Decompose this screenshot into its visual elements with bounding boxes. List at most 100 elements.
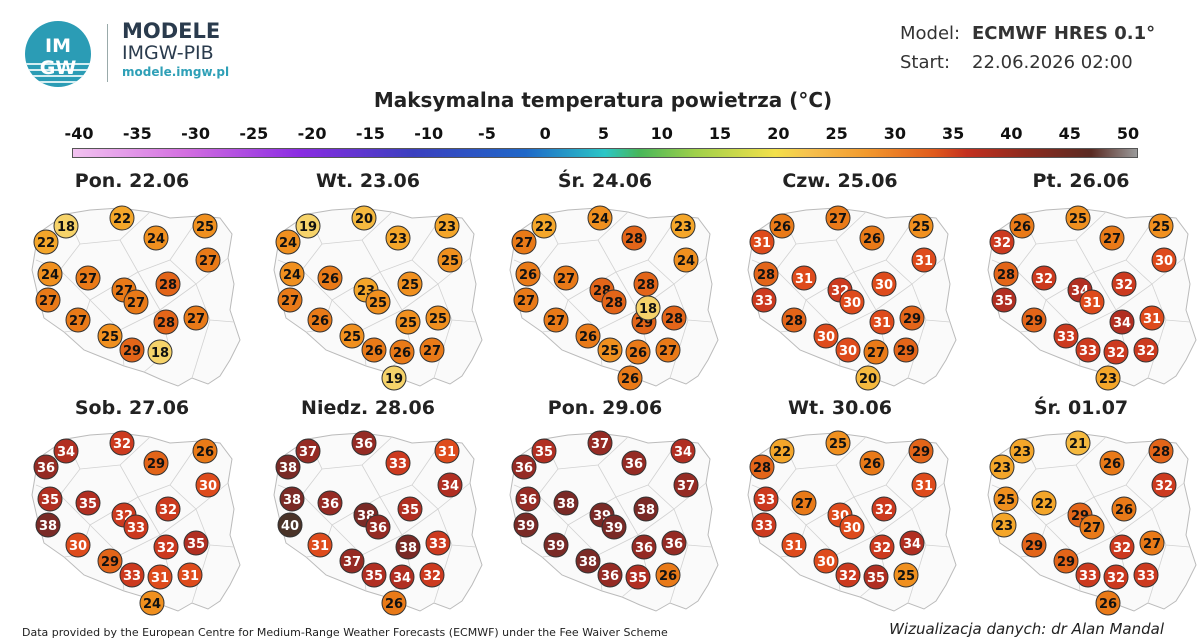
bubble-value: 24 <box>143 597 161 612</box>
bubble-value: 38 <box>39 519 57 534</box>
bubble-value: 25 <box>369 296 387 311</box>
temperature-bubble: 27 <box>791 490 817 516</box>
bubble-circle <box>625 339 651 365</box>
bubble-value: 28 <box>785 314 803 329</box>
bubble-value: 29 <box>903 312 921 327</box>
temperature-bubble: 26 <box>1009 213 1035 239</box>
temperature-bubble: 39 <box>513 512 539 538</box>
temperature-bubble: 32 <box>153 534 179 560</box>
province-border <box>191 319 211 379</box>
bubble-value: 32 <box>1107 571 1125 586</box>
bubble-value: 32 <box>423 569 441 584</box>
temperature-bubble: 25 <box>893 562 919 588</box>
bubble-value: 22 <box>113 212 131 227</box>
temperature-bubble: 23 <box>670 213 696 239</box>
bubble-circle <box>531 213 557 239</box>
bubble-value: 27 <box>1103 232 1121 247</box>
temperature-bubble: 26 <box>625 339 651 365</box>
brand-title: MODELE <box>122 19 221 43</box>
bubble-value: 32 <box>1107 346 1125 361</box>
scale-tick-label: 0 <box>539 124 551 143</box>
bubble-circle <box>385 225 411 251</box>
bubble-circle <box>670 438 696 464</box>
bubble-value: 25 <box>399 316 417 331</box>
bubble-circle <box>307 532 333 558</box>
bubble-circle <box>991 512 1017 538</box>
bubble-value: 29 <box>912 445 930 460</box>
bubble-value: 22 <box>535 220 553 235</box>
temperature-bubble: 29 <box>893 337 919 363</box>
bubble-value: 18 <box>151 346 169 361</box>
bubble-circle <box>317 265 343 291</box>
bubble-value: 27 <box>1083 521 1101 536</box>
bubble-circle <box>351 430 377 456</box>
bubble-value: 28 <box>997 268 1015 283</box>
temperature-bubble: 18 <box>147 339 173 365</box>
bubble-circle <box>1151 472 1177 498</box>
bubble-value: 25 <box>441 254 459 269</box>
temperature-bubble: 18 <box>635 295 661 321</box>
bubble-value: 39 <box>517 519 535 534</box>
bubble-circle <box>123 289 149 315</box>
bubble-circle <box>119 337 145 363</box>
temperature-bubble: 36 <box>33 454 59 480</box>
bubble-circle <box>871 271 897 297</box>
bubble-circle <box>37 486 63 512</box>
visualization-credit: Wizualizacja danych: dr Alan Mandal <box>889 620 1164 638</box>
bubble-value: 26 <box>659 569 677 584</box>
temperature-bubble: 25 <box>908 213 934 239</box>
bubble-circle <box>993 261 1019 287</box>
bubble-value: 38 <box>637 503 655 518</box>
scale-tick-label: 35 <box>942 124 965 143</box>
bubble-value: 36 <box>355 437 373 452</box>
start-value: 22.06.2026 02:00 <box>972 52 1133 73</box>
bubble-circle <box>361 337 387 363</box>
bubble-circle <box>1109 309 1135 335</box>
temperature-bubble: 34 <box>437 472 463 498</box>
bubble-value: 32 <box>873 541 891 556</box>
bubble-value: 26 <box>863 457 881 472</box>
bubble-circle <box>277 287 303 313</box>
bubble-circle <box>275 229 301 255</box>
bubble-circle <box>307 307 333 333</box>
temperature-bubble: 26 <box>655 562 681 588</box>
bubble-value: 23 <box>438 220 456 235</box>
temperature-bubble: 37 <box>587 430 613 456</box>
bubble-circle <box>437 247 463 273</box>
bubble-circle <box>192 438 218 464</box>
temperature-bubble: 35 <box>183 530 209 556</box>
bubble-value: 26 <box>393 346 411 361</box>
bubble-circle <box>143 225 169 251</box>
scale-tick-label: 45 <box>1058 124 1081 143</box>
bubble-circle <box>575 548 601 574</box>
temperature-bubble: 24 <box>37 261 63 287</box>
bubble-value: 28 <box>159 278 177 293</box>
bubble-value: 28 <box>757 268 775 283</box>
temperature-bubble: 32 <box>419 562 445 588</box>
temperature-bubble: 25 <box>1148 213 1174 239</box>
day-label: Wt. 30.06 <box>788 397 892 419</box>
temperature-bubble: 26 <box>192 438 218 464</box>
bubble-circle <box>597 562 623 588</box>
temperature-bubble: 28 <box>621 225 647 251</box>
bubble-circle <box>75 490 101 516</box>
bubble-circle <box>859 225 885 251</box>
brand-url[interactable]: modele.imgw.pl <box>122 65 230 79</box>
bubble-circle <box>419 562 445 588</box>
bubble-value: 35 <box>867 571 885 586</box>
bubble-circle <box>515 486 541 512</box>
temperature-bubble: 29 <box>97 548 123 574</box>
bubble-value: 27 <box>515 236 533 251</box>
temperature-bubble: 22 <box>769 438 795 464</box>
temperature-bubble: 31 <box>749 229 775 255</box>
bubble-value: 26 <box>621 372 639 387</box>
bubble-value: 36 <box>515 461 533 476</box>
bubble-circle <box>655 562 681 588</box>
temperature-bubble: 25 <box>1065 205 1091 231</box>
temperature-bubble: 33 <box>119 562 145 588</box>
bubble-value: 37 <box>343 555 361 570</box>
temperature-bubble: 36 <box>597 562 623 588</box>
